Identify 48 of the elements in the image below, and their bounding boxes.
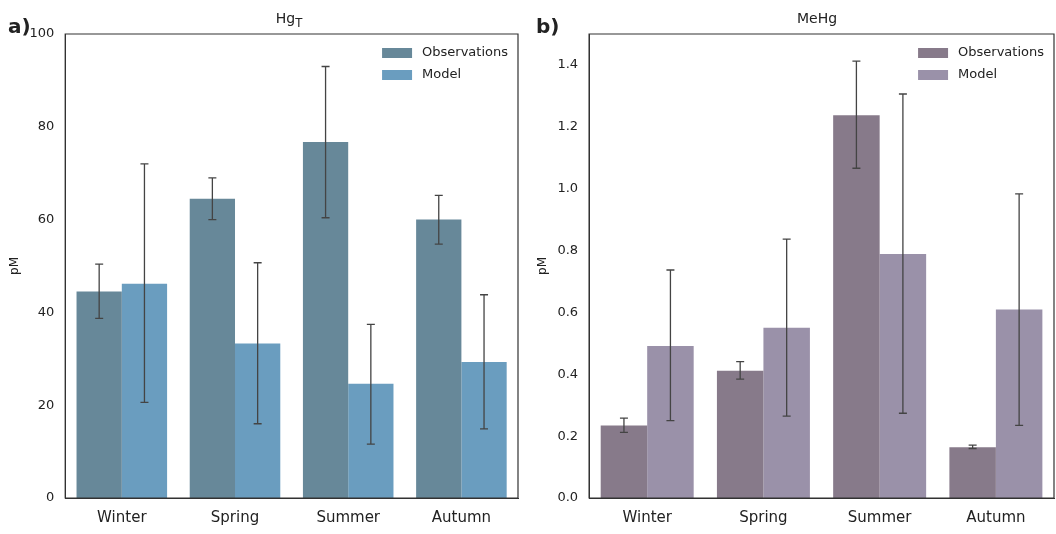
y-tick-label: 0	[45, 489, 55, 505]
bar	[647, 346, 694, 498]
x-tick-label: Winter	[97, 507, 148, 526]
bar	[189, 198, 236, 498]
bar	[235, 343, 281, 498]
bar	[76, 291, 122, 498]
bar	[949, 447, 996, 498]
bar	[879, 253, 927, 498]
y-axis-title: pM	[535, 257, 550, 275]
x-tick-label: Autumn	[966, 507, 1026, 526]
chart-title: Hg$_{T}$	[274, 10, 304, 30]
y-tick-label: 1.0	[557, 180, 579, 196]
bar	[995, 309, 1043, 498]
x-tick-label: Spring	[739, 507, 788, 526]
y-tick-label: 20	[37, 396, 55, 412]
y-tick-label: 1.2	[557, 118, 579, 134]
text: a)	[8, 14, 31, 38]
y-tick-label: 100	[29, 25, 55, 41]
x-tick-label: Summer	[847, 507, 913, 526]
y-tick-label: 1.4	[557, 56, 579, 72]
y-tick-label: 0.6	[557, 303, 579, 319]
legend-label: Model	[958, 66, 998, 82]
bar	[461, 362, 507, 498]
bar	[348, 383, 394, 498]
bar	[833, 115, 880, 498]
y-tick-label: 40	[37, 303, 55, 319]
legend-label: Observations	[422, 44, 509, 60]
bar	[763, 327, 810, 498]
chart-title: MeHg	[795, 10, 839, 26]
y-tick-label: 0.2	[557, 427, 579, 443]
bar	[302, 142, 349, 498]
bar	[716, 370, 764, 498]
y-tick-label: 0.4	[557, 365, 579, 381]
legend-label: Observations	[958, 44, 1045, 60]
text: b)	[536, 14, 560, 38]
x-tick-label: Summer	[316, 507, 381, 526]
bar	[121, 283, 168, 498]
bar	[600, 425, 648, 498]
y-tick-label: 80	[37, 118, 55, 134]
y-tick-label: 60	[37, 210, 55, 226]
x-tick-label: Spring	[210, 507, 260, 526]
y-tick-label: 0.0	[557, 489, 579, 505]
legend-label: Model	[422, 66, 462, 82]
y-tick-label: 0.8	[557, 241, 579, 257]
y-axis-title: pM	[7, 257, 22, 275]
x-tick-label: Autumn	[431, 507, 492, 526]
x-tick-label: Winter	[622, 507, 673, 526]
bar	[416, 219, 462, 498]
